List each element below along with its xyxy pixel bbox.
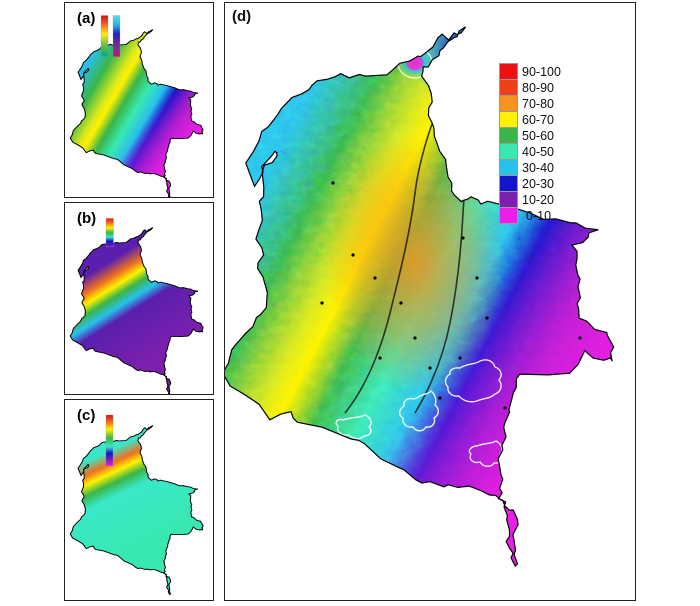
svg-text:(c): (c) [77, 407, 95, 424]
svg-text:(a): (a) [77, 10, 95, 27]
svg-text:(b): (b) [77, 210, 96, 227]
